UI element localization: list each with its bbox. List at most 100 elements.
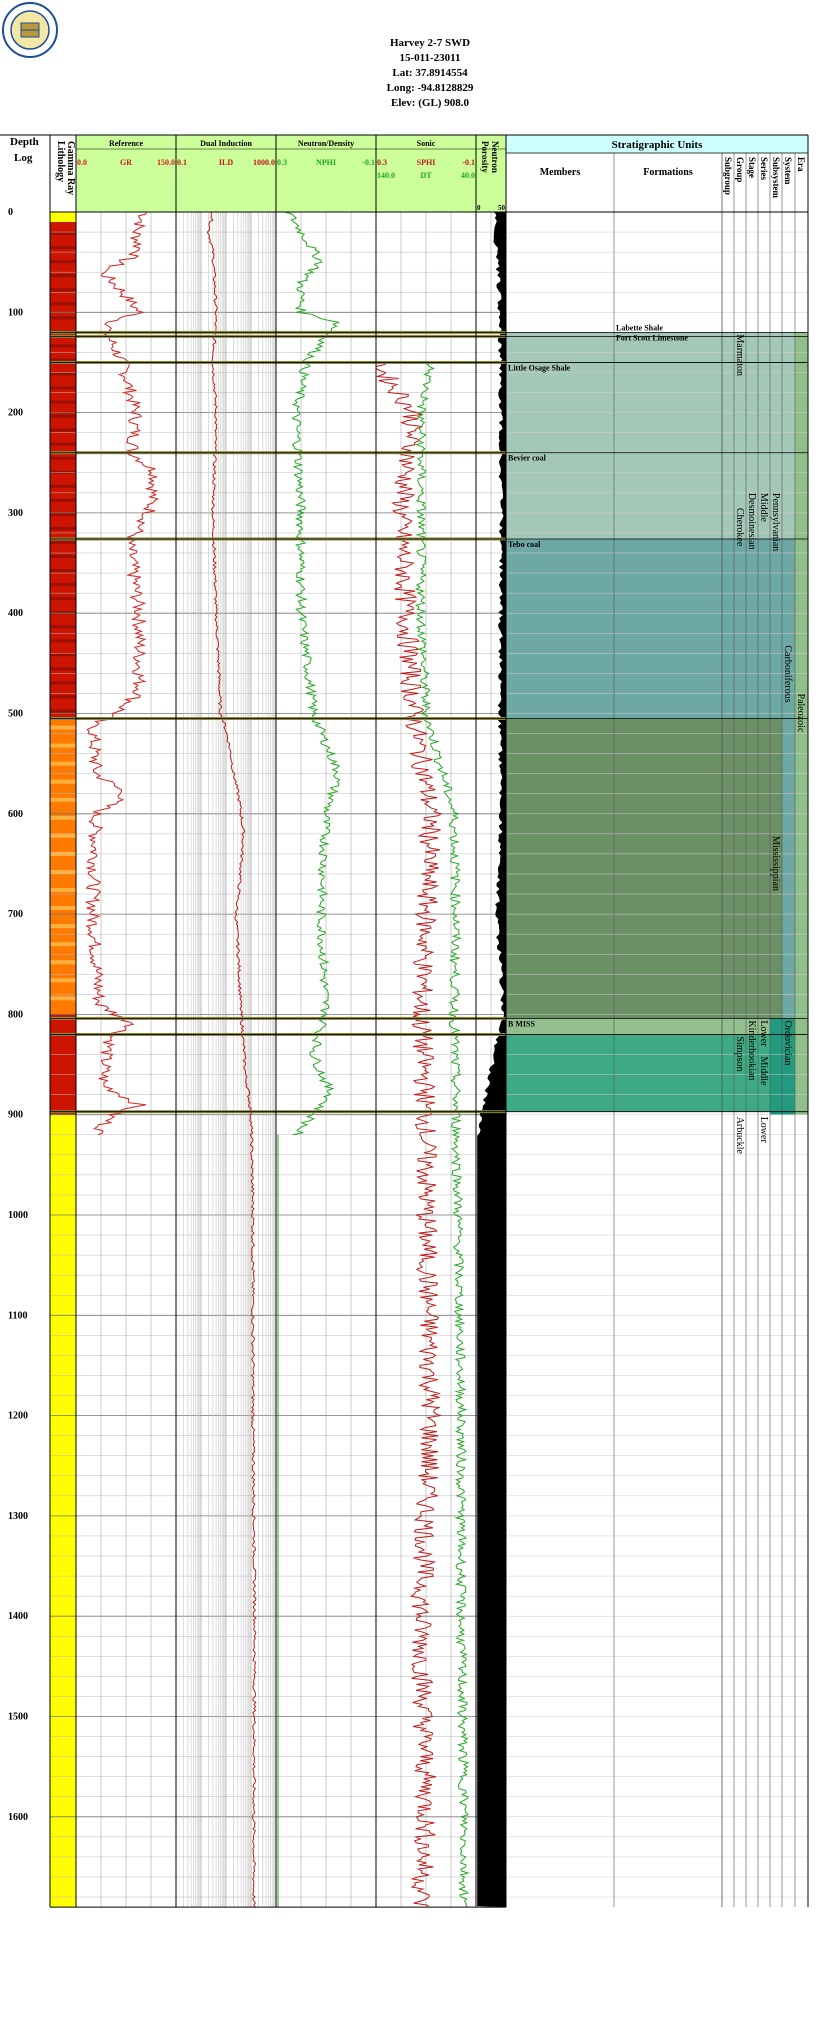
strat-band bbox=[506, 718, 795, 1019]
depth-tick: 300 bbox=[8, 508, 23, 519]
unit-label-lower: Lower bbox=[758, 1117, 769, 1144]
unit-label-simpson: Simpson bbox=[734, 1036, 745, 1071]
dt-min: 140.0 bbox=[377, 171, 395, 180]
porosity-max: 50 bbox=[498, 204, 506, 212]
lithology-streak bbox=[50, 815, 76, 820]
lithology-streak bbox=[50, 725, 76, 730]
lithology-streak bbox=[50, 978, 76, 983]
lithology-streak bbox=[50, 569, 76, 573]
lithology-streak bbox=[50, 428, 76, 432]
lithology-streak bbox=[50, 743, 76, 748]
formation-top-name: Tebo coal bbox=[508, 540, 541, 549]
rank-label-group: Group bbox=[735, 157, 745, 182]
well-name: Harvey 2-7 SWD bbox=[389, 37, 471, 49]
lithology-streak bbox=[50, 639, 76, 643]
depth-tick: 1400 bbox=[8, 1611, 28, 1622]
members-header: Members bbox=[540, 167, 581, 178]
neutron-porosity-title: Neutron bbox=[490, 141, 500, 173]
gr-label: GR bbox=[120, 158, 132, 167]
lithology-streak bbox=[50, 681, 76, 685]
lithology-streak bbox=[50, 526, 76, 530]
lithology-streak bbox=[50, 960, 76, 965]
nphi-label: NPHI bbox=[316, 158, 336, 167]
strat-band bbox=[506, 1034, 795, 1112]
lithology-segment bbox=[50, 212, 76, 223]
unit-label-arbuckle: Arbuckle bbox=[734, 1117, 745, 1155]
lithology-streak bbox=[50, 260, 76, 264]
unit-label-middle: Middle bbox=[758, 1057, 769, 1086]
neutron-density-title: Neutron/Density bbox=[298, 139, 354, 148]
lithology-streak bbox=[50, 667, 76, 671]
lithology-streak bbox=[50, 414, 76, 418]
depth-tick: 1100 bbox=[8, 1310, 27, 1321]
unit-label-lower: Lower bbox=[758, 1020, 769, 1047]
unit-label-paleozoic: Paleozoic bbox=[795, 694, 806, 733]
lithology-streak bbox=[50, 996, 76, 1001]
rank-label-system: System bbox=[783, 157, 793, 185]
lithology-streak bbox=[50, 358, 76, 362]
dt-max: 40.0 bbox=[461, 171, 475, 180]
formation-top-name: Fort Scott Limestone bbox=[616, 333, 688, 342]
curve-gr bbox=[84, 212, 159, 1136]
depth-tick: 700 bbox=[8, 909, 23, 920]
depth-tick: 1600 bbox=[8, 1812, 28, 1823]
lithology-label: Lithology bbox=[55, 141, 66, 182]
lithology-streak bbox=[50, 924, 76, 929]
porosity-title: Porosity bbox=[480, 141, 490, 173]
unit-label-cherokee: Cherokee bbox=[734, 508, 745, 547]
rank-label-stage: Stage bbox=[747, 157, 757, 178]
log-header-bg bbox=[76, 135, 506, 212]
well-lat: Lat: 37.8914554 bbox=[392, 67, 468, 79]
sonic-title: Sonic bbox=[417, 139, 436, 148]
lithology-streak bbox=[50, 470, 76, 474]
sphi-max: -0.1 bbox=[462, 158, 475, 167]
rank-label-subgroup: Subgroup bbox=[723, 157, 733, 195]
porosity-fill bbox=[477, 212, 506, 1908]
curve-nphi bbox=[284, 211, 341, 1136]
sphi-min: 0.3 bbox=[377, 158, 387, 167]
unit-label-desmoinesian: Desmoinesian bbox=[746, 493, 757, 550]
lithology-streak bbox=[50, 906, 76, 911]
well-elev: Elev: (GL) 908.0 bbox=[391, 97, 469, 109]
depth-tick: 900 bbox=[8, 1110, 23, 1121]
well-header: Harvey 2-7 SWD 15-011-23011 Lat: 37.8914… bbox=[300, 36, 560, 111]
lithology-streak bbox=[50, 695, 76, 699]
unit-label-pennsylvanian: Pennsylvanian bbox=[770, 493, 781, 551]
formation-top-name: Bevier coal bbox=[508, 454, 547, 463]
depth-tick: 100 bbox=[8, 307, 23, 318]
lithology-streak bbox=[50, 942, 76, 947]
strat-band bbox=[506, 1018, 795, 1035]
formations-header: Formations bbox=[643, 167, 693, 178]
strat-header-bg bbox=[506, 135, 808, 153]
unit-label-kinderhookian: Kinderhookian bbox=[746, 1020, 757, 1080]
rank-label-era: Era bbox=[796, 157, 806, 172]
well-api: 15-011-23011 bbox=[399, 52, 461, 64]
lithology-streak bbox=[50, 400, 76, 404]
gamma-ray-label: Gamma Ray bbox=[65, 141, 76, 195]
unit-label-carboniferous: Carboniferous bbox=[782, 645, 793, 702]
lithology-streak bbox=[50, 386, 76, 390]
lithology-streak bbox=[50, 583, 76, 587]
lithology-streak bbox=[50, 456, 76, 460]
dt-label: DT bbox=[420, 171, 432, 180]
lithology-streak bbox=[50, 372, 76, 376]
curve-sphi bbox=[375, 362, 443, 1908]
lithology-streak bbox=[50, 869, 76, 874]
lithology-streak bbox=[50, 888, 76, 893]
unit-label-marmaton: Marmaton bbox=[734, 334, 745, 376]
ild-max: 1000.0 bbox=[253, 158, 275, 167]
rank-label-subsystem: Subsystem bbox=[771, 157, 781, 199]
sphi-label: SPHI bbox=[417, 158, 436, 167]
lithology-streak bbox=[50, 797, 76, 802]
strat-title: Stratigraphic Units bbox=[612, 139, 703, 151]
lithology-streak bbox=[50, 246, 76, 250]
log-header: Log bbox=[14, 152, 33, 164]
lithology-streak bbox=[50, 484, 76, 488]
lithology-streak bbox=[50, 709, 76, 713]
depth-tick: 0 bbox=[8, 207, 13, 218]
depth-tick: 1200 bbox=[8, 1411, 28, 1422]
lithology-streak bbox=[50, 597, 76, 601]
lithology-streak bbox=[50, 779, 76, 784]
curve-ild bbox=[206, 211, 257, 1908]
